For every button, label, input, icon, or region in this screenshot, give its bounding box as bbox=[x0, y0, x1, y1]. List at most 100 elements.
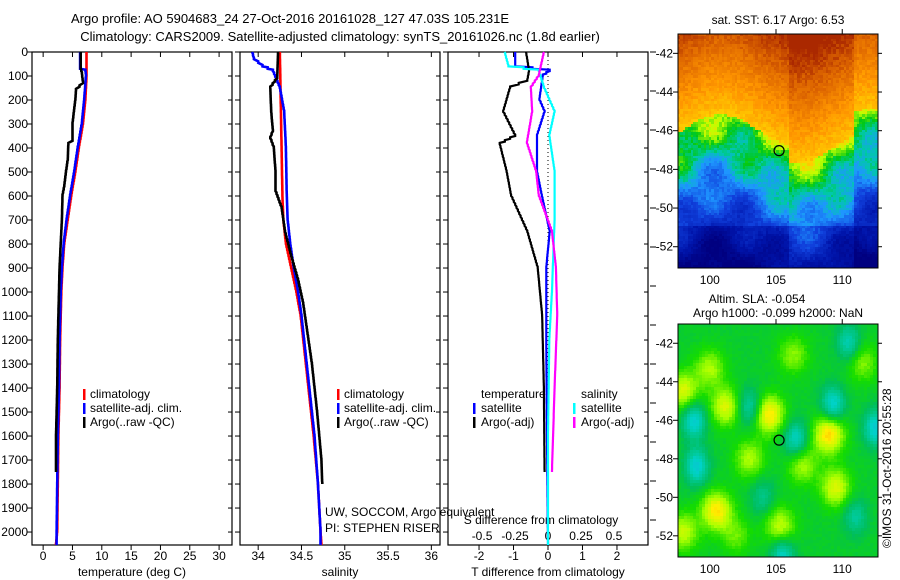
sst-map-title: sat. SST: 6.17 Argo: 6.53 bbox=[712, 13, 845, 27]
lat-tick-label: -44 bbox=[656, 375, 674, 389]
panel-frame-2 bbox=[239, 51, 441, 546]
x-tick-label: 35.5 bbox=[376, 549, 400, 563]
depth-tick-label: 100 bbox=[8, 69, 28, 83]
legend-label: satellite-adj. clim. bbox=[344, 401, 436, 415]
legend-header: temperature bbox=[481, 387, 546, 401]
depth-tick-label: 700 bbox=[8, 213, 28, 227]
x-tick-label: 5 bbox=[69, 549, 76, 563]
x-tick-label: 20 bbox=[154, 549, 168, 563]
lat-tick-label: -52 bbox=[656, 240, 674, 254]
x-tick-label: 35 bbox=[338, 549, 352, 563]
profile-satellite-adj-clim--line bbox=[55, 52, 88, 545]
s-tick-label: -0.5 bbox=[472, 529, 493, 543]
depth-tick-label: 500 bbox=[8, 165, 28, 179]
lat-tick-label: -42 bbox=[656, 46, 674, 60]
panel-frame-1 bbox=[31, 51, 233, 546]
depth-tick-label: 1900 bbox=[1, 501, 28, 515]
annotation-institution: UW, SOCCOM, Argo equivalent bbox=[325, 505, 495, 519]
lat-tick-label: -42 bbox=[656, 336, 674, 350]
legend-label: climatology bbox=[90, 387, 150, 401]
x-tick-label: 0 bbox=[545, 549, 552, 563]
legend-swatch bbox=[337, 417, 340, 428]
depth-tick-label: 2000 bbox=[1, 525, 28, 539]
lon-tick-label: 110 bbox=[833, 273, 852, 287]
lat-tick-label: -46 bbox=[656, 124, 674, 138]
legend-label: Argo(..raw -QC) bbox=[90, 415, 175, 429]
x-tick-label: 15 bbox=[124, 549, 138, 563]
sst-map-image bbox=[678, 34, 878, 268]
x-tick-label: 34.5 bbox=[290, 549, 314, 563]
depth-tick-label: 1400 bbox=[1, 381, 28, 395]
lat-tick-label: -44 bbox=[656, 85, 674, 99]
legend-label: satellite bbox=[581, 401, 622, 415]
sla-map-image bbox=[678, 324, 878, 557]
lat-tick-label: -48 bbox=[656, 162, 674, 176]
lon-tick-label: 110 bbox=[833, 562, 852, 576]
profile-argo-raw-qc--line bbox=[268, 51, 324, 484]
legend-label: climatology bbox=[344, 387, 404, 401]
x-tick-label: 25 bbox=[183, 549, 197, 563]
legend-header: salinity bbox=[581, 387, 618, 401]
argo-location-marker bbox=[773, 434, 785, 446]
x-tick-label: 36 bbox=[425, 549, 439, 563]
x-axis-label-3: T difference from climatology bbox=[471, 565, 625, 579]
x-tick-label: 10 bbox=[95, 549, 109, 563]
profile-argo-adj--line bbox=[498, 51, 546, 472]
profile-argo-adj--line bbox=[525, 51, 559, 472]
depth-tick-label: 800 bbox=[8, 237, 28, 251]
depth-tick-label: 1300 bbox=[1, 357, 28, 371]
depth-tick-label: 1100 bbox=[2, 309, 28, 323]
legend-swatch bbox=[573, 417, 576, 428]
x-tick-label: 0 bbox=[40, 549, 47, 563]
depth-tick-label: 600 bbox=[8, 189, 28, 203]
depth-tick-label: 1800 bbox=[1, 477, 28, 491]
depth-tick-label: 400 bbox=[8, 141, 28, 155]
sla-map-title: Altim. SLA: -0.054 bbox=[709, 292, 806, 306]
x-tick-label: 1 bbox=[579, 549, 586, 563]
depth-tick-label: 1500 bbox=[1, 405, 28, 419]
x-axis-label-2: salinity bbox=[322, 565, 359, 579]
lat-tick-label: -50 bbox=[656, 201, 674, 215]
title-line-1: Argo profile: AO 5904683_24 27-Oct-2016 … bbox=[71, 11, 509, 26]
imos-credit: ©IMOS 31-Oct-2016 20:55:28 bbox=[880, 388, 894, 548]
argo-location-marker bbox=[773, 145, 785, 157]
profile-argo-raw-qc--line bbox=[54, 52, 85, 472]
argo-height-text: Argo h1000: -0.099 h2000: NaN bbox=[693, 306, 863, 320]
lat-tick-label: -50 bbox=[656, 490, 674, 504]
title-line-2: Climatology: CARS2009. Satellite-adjuste… bbox=[80, 29, 600, 44]
x-tick-label: 2 bbox=[614, 549, 621, 563]
lon-tick-label: 100 bbox=[700, 273, 720, 287]
legend-swatch bbox=[337, 403, 340, 414]
legend-label: Argo(..raw -QC) bbox=[344, 415, 429, 429]
x-axis-label-1: temperature (deg C) bbox=[78, 565, 186, 579]
lon-tick-label: 100 bbox=[700, 562, 720, 576]
profile-satellite-line bbox=[503, 51, 556, 545]
legend-swatch bbox=[83, 389, 86, 400]
legend-swatch bbox=[573, 403, 576, 414]
x-tick-label: 34 bbox=[252, 549, 266, 563]
map-frame-2 bbox=[677, 323, 879, 558]
map-frame-1 bbox=[677, 33, 879, 269]
x-tick-label: -2 bbox=[474, 549, 485, 563]
s-tick-label: -0.25 bbox=[501, 529, 529, 543]
lat-tick-label: -48 bbox=[656, 452, 674, 466]
legend-swatch bbox=[83, 403, 86, 414]
x-tick-label: 30 bbox=[212, 549, 226, 563]
depth-tick-label: 1000 bbox=[1, 285, 28, 299]
legend-label: Argo(-adj) bbox=[581, 415, 634, 429]
depth-tick-label: 0 bbox=[21, 45, 28, 59]
profile-satellite-adj-clim--line bbox=[250, 51, 322, 545]
legend-swatch bbox=[473, 403, 476, 414]
legend-swatch bbox=[83, 417, 86, 428]
lon-tick-label: 105 bbox=[766, 273, 786, 287]
s-axis-label: S difference from climatology bbox=[464, 513, 619, 527]
depth-tick-label: 1600 bbox=[1, 429, 28, 443]
annotation-pi: PI: STEPHEN RISER bbox=[325, 521, 440, 535]
depth-tick-label: 300 bbox=[8, 117, 28, 131]
depth-tick-label: 1700 bbox=[1, 453, 28, 467]
depth-tick-label: 1200 bbox=[1, 333, 28, 347]
x-tick-label: -1 bbox=[508, 549, 519, 563]
s-tick-label: 0.5 bbox=[606, 529, 623, 543]
